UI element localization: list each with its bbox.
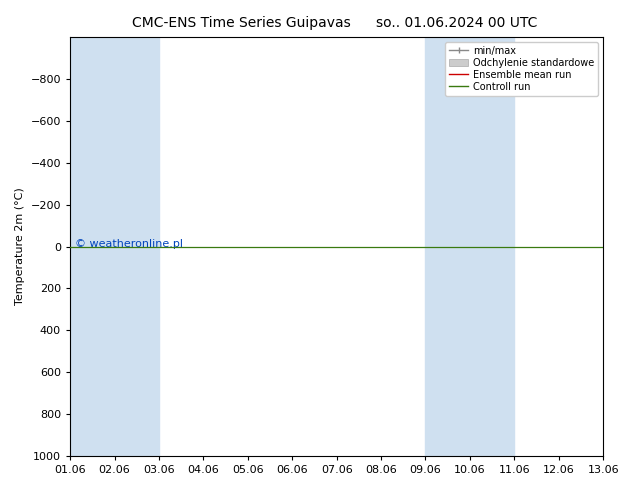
Text: so.. 01.06.2024 00 UTC: so.. 01.06.2024 00 UTC: [376, 16, 537, 30]
Legend: min/max, Odchylenie standardowe, Ensemble mean run, Controll run: min/max, Odchylenie standardowe, Ensembl…: [445, 42, 598, 96]
Text: CMC-ENS Time Series Guipavas: CMC-ENS Time Series Guipavas: [131, 16, 351, 30]
Y-axis label: Temperature 2m (°C): Temperature 2m (°C): [15, 188, 25, 305]
Bar: [425, 37, 514, 456]
Bar: [70, 37, 159, 456]
Text: © weatheronline.pl: © weatheronline.pl: [75, 240, 183, 249]
